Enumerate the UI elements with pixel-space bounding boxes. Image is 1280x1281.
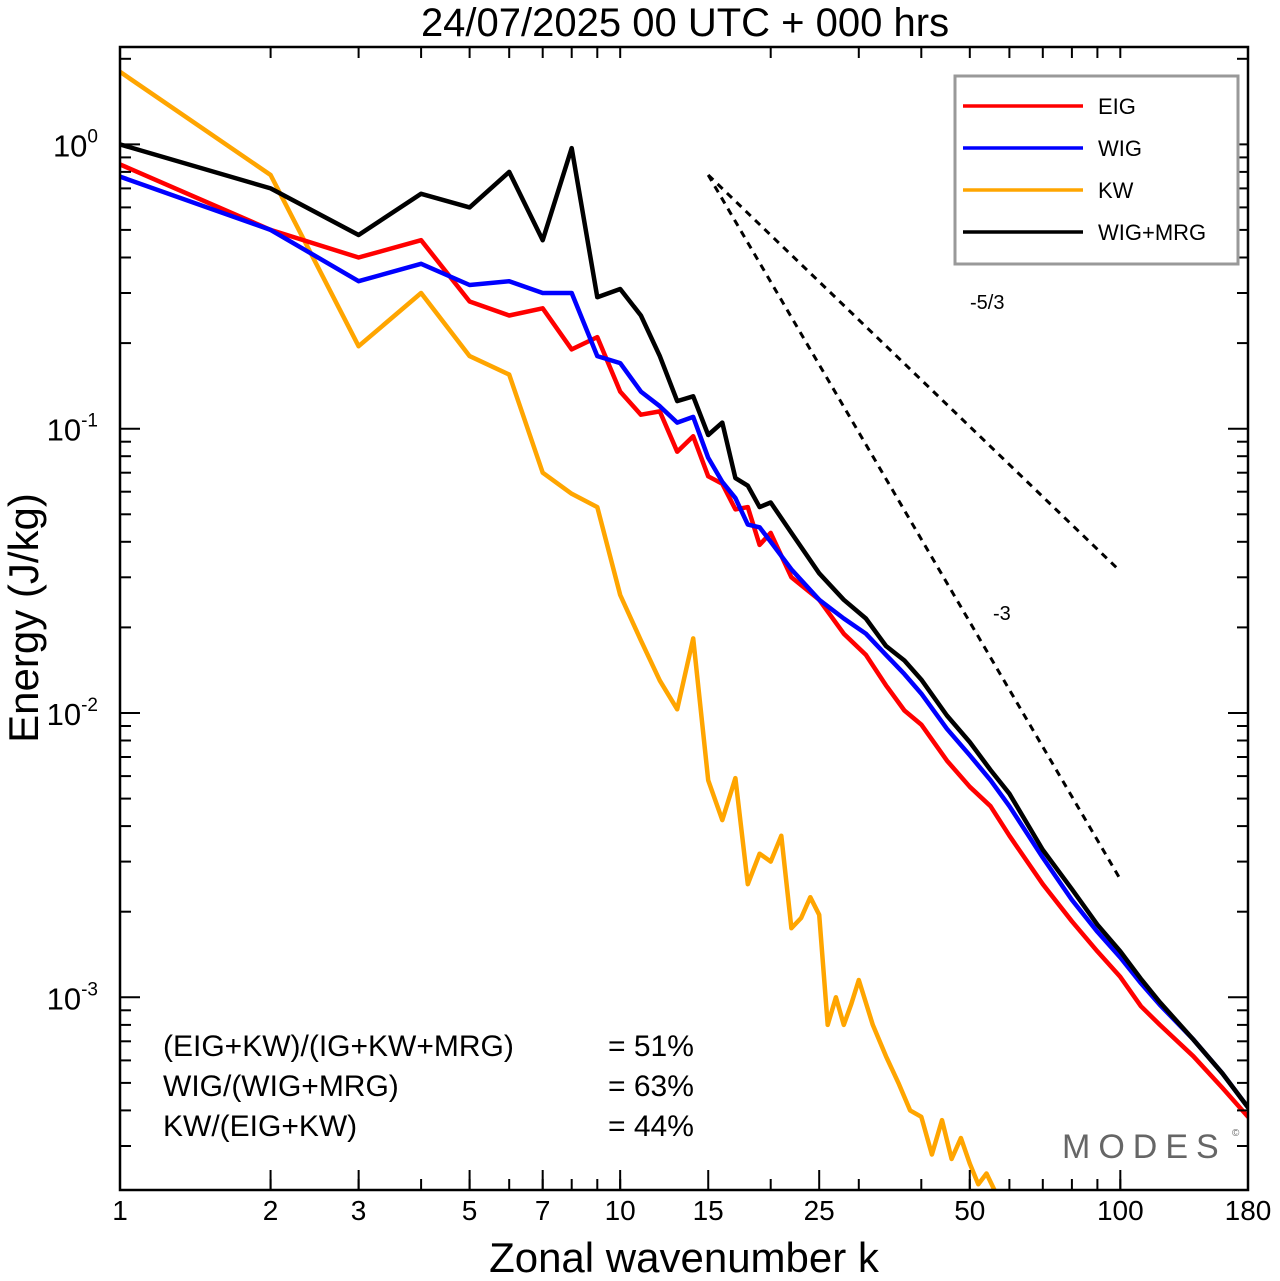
legend-label-wig-mrg: WIG+MRG	[1098, 220, 1206, 245]
copyright-mark: ©	[1232, 1128, 1240, 1139]
ratio-annotations: (EIG+KW)/(IG+KW+MRG) = 51% WIG/(WIG+MRG)…	[163, 1030, 694, 1143]
slope-label-minus-5-3: -5/3	[970, 292, 1004, 314]
x-tick-label: 100	[1097, 1195, 1144, 1226]
x-tick-label: 2	[263, 1195, 279, 1226]
x-tick-label: 25	[804, 1195, 835, 1226]
ratio-label-eig-kw: (EIG+KW)/(IG+KW+MRG)	[163, 1030, 514, 1063]
legend-label-wig: WIG	[1098, 136, 1142, 161]
series-line-eig	[120, 162, 1248, 1120]
y-tick-base: 10	[53, 128, 87, 163]
y-tick-base: 10	[47, 697, 81, 732]
x-tick-label: 3	[351, 1195, 367, 1226]
y-tick-exponent: -2	[81, 695, 98, 716]
ratio-label-kw: KW/(EIG+KW)	[163, 1110, 357, 1143]
x-tick-label: 1	[112, 1195, 128, 1226]
y-tick-label: 10-1	[47, 411, 98, 448]
x-axis-label: Zonal wavenumber k	[489, 1234, 880, 1281]
reference-slope-line-minus-3	[706, 174, 1122, 881]
series-layer	[120, 69, 1248, 1190]
y-tick-exponent: -3	[81, 979, 98, 1000]
series-line-wig	[120, 174, 1248, 1110]
x-tick-label: 10	[605, 1195, 636, 1226]
legend-label-kw: KW	[1098, 178, 1134, 203]
ratio-value-wig: = 63%	[608, 1070, 694, 1103]
series-line-wig-mrg	[120, 142, 1248, 1110]
legend-label-eig: EIG	[1098, 94, 1136, 119]
ratio-label-wig: WIG/(WIG+MRG)	[163, 1070, 399, 1103]
ratio-value-kw: = 44%	[608, 1110, 694, 1143]
reference-slope-line-minus-5-3	[707, 173, 1122, 573]
x-tick-label: 5	[462, 1195, 478, 1226]
y-tick-label: 10-3	[47, 979, 98, 1016]
slope-label-minus-3: -3	[993, 603, 1011, 625]
x-tick-label: 15	[693, 1195, 724, 1226]
y-tick-exponent: 0	[87, 126, 98, 147]
reference-slope-lines	[706, 173, 1122, 881]
x-tick-label: 7	[535, 1195, 551, 1226]
modes-watermark: MODES	[1062, 1128, 1227, 1166]
series-line-kw	[120, 69, 997, 1190]
x-axis-ticks: 1 2 3 5 7 10 15 25 50 100 180	[112, 47, 1271, 1226]
ratio-value-eig-kw: = 51%	[608, 1030, 694, 1063]
y-tick-label: 10-2	[47, 695, 98, 732]
y-axis-label: Energy (J/kg)	[0, 493, 47, 743]
chart-title: 24/07/2025 00 UTC + 000 hrs	[421, 1, 949, 45]
y-tick-label: 100	[53, 126, 98, 163]
y-tick-base: 10	[47, 413, 81, 448]
x-tick-label: 50	[954, 1195, 985, 1226]
y-tick-exponent: -1	[81, 411, 98, 432]
legend: EIG WIG KW WIG+MRG	[953, 74, 1240, 266]
x-tick-label: 180	[1225, 1195, 1272, 1226]
plot-frame	[118, 45, 1250, 1192]
y-tick-base: 10	[47, 981, 81, 1016]
